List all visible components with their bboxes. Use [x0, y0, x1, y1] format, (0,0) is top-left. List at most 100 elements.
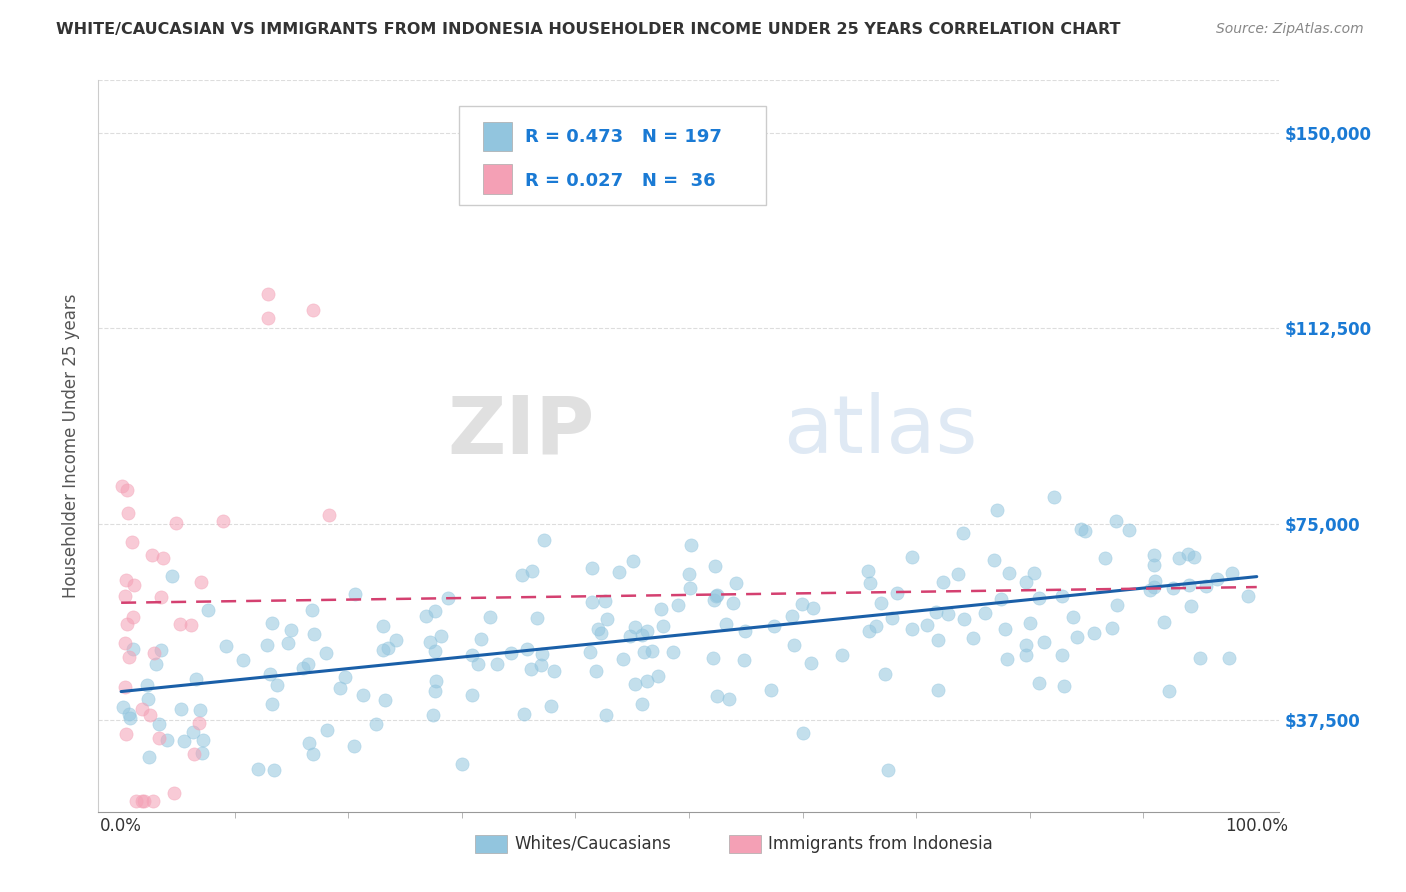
Point [792, 597, 814, 611]
Point [437, 591, 460, 605]
Point [1178, 578, 1201, 592]
Point [486, 657, 509, 672]
Point [631, 628, 654, 642]
Point [704, 589, 727, 603]
Point [1153, 615, 1175, 630]
Point [724, 576, 747, 591]
Text: ZIP: ZIP [447, 392, 595, 470]
Point [721, 596, 744, 610]
Point [1218, 651, 1240, 665]
Point [374, 693, 396, 707]
Y-axis label: Householder Income Under 25 years: Householder Income Under 25 years [62, 293, 80, 599]
Point [165, 516, 187, 530]
Point [624, 620, 647, 634]
Point [148, 717, 170, 731]
Point [170, 702, 193, 716]
Point [1206, 572, 1229, 586]
Point [856, 564, 879, 578]
Point [259, 667, 281, 681]
Point [501, 646, 523, 660]
Point [579, 645, 602, 659]
Point [1015, 648, 1038, 662]
Point [183, 747, 205, 762]
Point [1050, 589, 1073, 603]
FancyBboxPatch shape [484, 164, 512, 194]
Point [138, 707, 160, 722]
Point [142, 794, 165, 808]
Text: atlas: atlas [783, 392, 977, 470]
Point [423, 644, 446, 658]
Point [581, 561, 603, 575]
Point [315, 646, 337, 660]
FancyBboxPatch shape [730, 835, 761, 853]
Point [191, 733, 214, 747]
Point [131, 794, 153, 808]
Point [231, 653, 253, 667]
Point [184, 673, 207, 687]
Point [858, 624, 880, 638]
Point [111, 699, 134, 714]
Point [679, 538, 702, 552]
Point [173, 734, 195, 748]
Point [318, 508, 340, 522]
Point [150, 643, 173, 657]
Point [1066, 630, 1088, 644]
Point [114, 573, 136, 587]
Point [927, 682, 949, 697]
Point [114, 681, 136, 695]
Point [115, 483, 138, 497]
Point [706, 689, 728, 703]
Point [302, 747, 325, 761]
Point [865, 619, 887, 633]
Point [353, 688, 375, 702]
Point [114, 589, 136, 603]
Point [995, 652, 1018, 666]
Point [257, 286, 280, 301]
Point [423, 603, 446, 617]
FancyBboxPatch shape [484, 122, 512, 152]
Point [530, 647, 553, 661]
Point [163, 786, 186, 800]
Point [1042, 490, 1064, 504]
Point [703, 593, 725, 607]
Point [188, 716, 211, 731]
Text: R = 0.027   N =  36: R = 0.027 N = 36 [524, 171, 716, 190]
Point [1180, 599, 1202, 613]
Point [962, 631, 984, 645]
Point [1167, 551, 1189, 566]
Point [422, 708, 444, 723]
Point [371, 643, 394, 657]
Point [122, 610, 145, 624]
Point [589, 625, 612, 640]
Point [530, 657, 553, 672]
Point [1019, 616, 1042, 631]
Point [780, 609, 803, 624]
Point [595, 708, 617, 723]
Point [831, 648, 853, 662]
Point [679, 581, 702, 595]
Point [882, 611, 904, 625]
Point [1070, 522, 1092, 536]
Point [197, 603, 219, 617]
Text: WHITE/CAUCASIAN VS IMMIGRANTS FROM INDONESIA HOUSEHOLDER INCOME UNDER 25 YEARS C: WHITE/CAUCASIAN VS IMMIGRANTS FROM INDON… [56, 22, 1121, 37]
Point [662, 645, 685, 659]
Point [901, 622, 924, 636]
Point [191, 746, 214, 760]
Point [298, 736, 321, 750]
Point [118, 649, 141, 664]
Point [149, 590, 172, 604]
Point [704, 559, 727, 574]
Point [633, 645, 655, 659]
Point [121, 535, 143, 549]
Point [1062, 610, 1084, 624]
Point [297, 657, 319, 671]
Point [180, 617, 202, 632]
Point [160, 569, 183, 583]
Point [120, 711, 142, 725]
Point [585, 664, 607, 678]
Point [256, 638, 278, 652]
Point [266, 678, 288, 692]
Point [516, 642, 538, 657]
Point [1220, 566, 1243, 580]
Point [619, 629, 641, 643]
